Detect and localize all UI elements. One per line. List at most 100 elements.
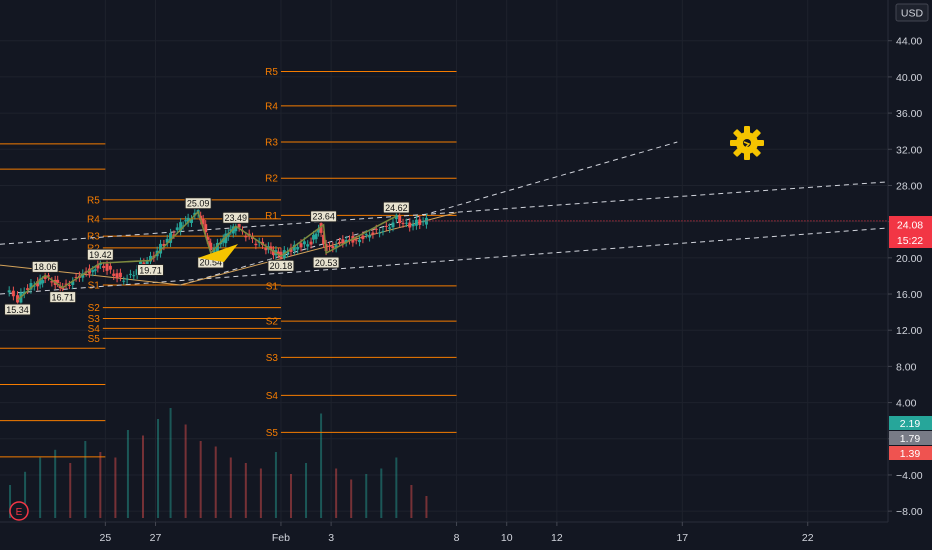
volume-bar bbox=[39, 457, 42, 518]
time-tick-label: Feb bbox=[272, 532, 290, 544]
indicator-tag-box bbox=[889, 431, 932, 445]
price-tick-label: 8.00 bbox=[896, 361, 917, 373]
zigzag-label-box bbox=[267, 259, 295, 272]
candle-body bbox=[306, 244, 310, 247]
zigzag-label-box bbox=[382, 201, 410, 214]
volume-bar bbox=[199, 441, 202, 518]
zigzag-label: 19.42 bbox=[89, 250, 112, 260]
candle-body bbox=[244, 236, 248, 238]
earnings-event-badge[interactable]: E bbox=[9, 501, 29, 521]
volume-bar bbox=[9, 485, 12, 518]
pivot-label: R2 bbox=[265, 174, 278, 185]
candle-body bbox=[7, 290, 11, 293]
candle-body bbox=[149, 255, 153, 262]
volume-bar bbox=[410, 485, 413, 518]
zigzag-line bbox=[17, 210, 397, 301]
volume-bar bbox=[335, 468, 338, 518]
candle-body bbox=[374, 228, 378, 230]
zigzag-label: 19.71 bbox=[139, 265, 162, 275]
time-tick-label: 27 bbox=[150, 532, 162, 544]
indicator-tag-value: 1.79 bbox=[900, 433, 921, 445]
volume-bar bbox=[126, 430, 129, 518]
zigzag-label-box bbox=[86, 248, 114, 261]
candle-body bbox=[401, 222, 405, 224]
candle-body bbox=[264, 247, 268, 251]
candle-body bbox=[408, 222, 412, 228]
candle-body bbox=[391, 222, 395, 228]
zigzag-label: 23.49 bbox=[225, 213, 248, 223]
candle-body bbox=[64, 283, 68, 285]
candle-body bbox=[309, 241, 313, 245]
candle-body bbox=[36, 281, 40, 287]
candle-body bbox=[411, 223, 415, 227]
candle-body bbox=[296, 246, 300, 250]
pivot-label: S1 bbox=[266, 281, 279, 292]
zigzag-label: 24.62 bbox=[385, 203, 408, 213]
volume-bar bbox=[229, 457, 232, 518]
candle-body bbox=[112, 273, 116, 276]
candle-body bbox=[162, 243, 166, 247]
zigzag-label-box bbox=[4, 303, 32, 316]
price-tick-label: 4.00 bbox=[896, 398, 917, 410]
price-tick-label: −4.00 bbox=[896, 470, 923, 482]
candle-body bbox=[145, 261, 149, 266]
candle-body bbox=[201, 218, 205, 225]
pivot-label: R3 bbox=[265, 138, 278, 149]
pivot-label: S4 bbox=[266, 391, 279, 402]
price-tick-label: 40.00 bbox=[896, 72, 922, 84]
candle-body bbox=[269, 246, 273, 251]
time-axis-ticks: 25 27 Feb 3 8 10 12 17 22 bbox=[100, 522, 814, 544]
last-price-tag: 24.08 15:22 bbox=[889, 216, 932, 248]
target-gear-icon[interactable] bbox=[730, 126, 764, 160]
time-tick-label: 17 bbox=[676, 532, 688, 544]
candle-body bbox=[58, 286, 62, 288]
candle-body bbox=[43, 276, 47, 279]
price-tick-label: 16.00 bbox=[896, 289, 922, 301]
pivot-label: S1 bbox=[88, 280, 101, 291]
candle-body bbox=[98, 263, 102, 265]
zigzag-label-box bbox=[310, 210, 338, 223]
volume-bar bbox=[69, 463, 72, 518]
earnings-event-letter: E bbox=[16, 507, 23, 518]
currency-label-text: USD bbox=[901, 8, 924, 20]
candle-body bbox=[224, 233, 228, 244]
zigzag-label: 15.34 bbox=[6, 305, 29, 315]
candle-body bbox=[414, 219, 418, 226]
candle-body bbox=[205, 237, 209, 240]
candle-body bbox=[189, 219, 193, 223]
candle-body bbox=[132, 275, 136, 277]
time-tick-label: 25 bbox=[100, 532, 112, 544]
volume-bar bbox=[395, 457, 398, 518]
candle-body bbox=[337, 241, 341, 243]
currency-label[interactable]: USD bbox=[895, 3, 929, 22]
pivot-levels-current: R5 R4 R3 R2 R1 S1 S2 S3 S4 S5 bbox=[265, 67, 457, 439]
zigzag-label-box bbox=[31, 260, 59, 273]
time-tick-label: 10 bbox=[501, 532, 513, 544]
candle-body bbox=[398, 215, 402, 223]
candle-body bbox=[271, 250, 275, 256]
candle-body bbox=[209, 242, 213, 251]
volume-bar bbox=[365, 474, 368, 518]
pivot-label: S2 bbox=[88, 303, 101, 314]
candle-body bbox=[317, 228, 321, 233]
time-axis[interactable] bbox=[0, 521, 932, 550]
pivot-label: S3 bbox=[88, 314, 101, 325]
time-tick-label: 12 bbox=[551, 532, 563, 544]
candle-body bbox=[384, 225, 388, 227]
pivot-label: R5 bbox=[87, 195, 100, 206]
trend-line bbox=[0, 227, 889, 295]
candle-body bbox=[299, 243, 303, 248]
last-price-value: 24.08 bbox=[897, 220, 923, 232]
candle-body bbox=[184, 220, 188, 222]
volume-bar bbox=[305, 463, 308, 518]
candle-body bbox=[108, 265, 112, 270]
volume-bar bbox=[244, 463, 247, 518]
candle-body bbox=[38, 278, 42, 285]
candle-body bbox=[71, 281, 75, 285]
zigzag-label-box bbox=[222, 211, 250, 224]
candle-body bbox=[421, 221, 425, 223]
indicator-tag-box bbox=[889, 416, 932, 430]
candle-body bbox=[378, 232, 382, 234]
zigzag-label-box bbox=[184, 197, 212, 210]
